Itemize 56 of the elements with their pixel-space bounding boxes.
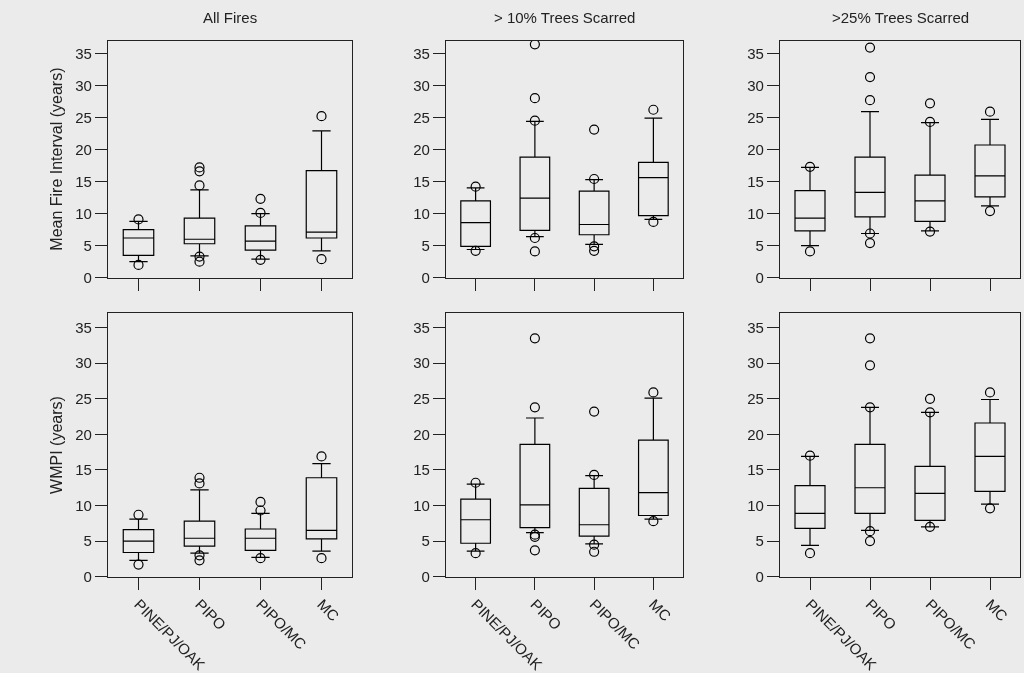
y-tick-label: 15 <box>75 172 92 190</box>
chart-title: >25% Trees Scarred <box>832 9 970 26</box>
y-tick-label: 30 <box>747 76 764 94</box>
y-tick-label: 0 <box>755 268 764 286</box>
y-tick-label: 30 <box>413 354 430 372</box>
y-tick-label: 20 <box>747 140 764 158</box>
x-tick-label: MC <box>645 595 675 625</box>
y-tick-label: 0 <box>421 567 430 585</box>
y-tick-label: 25 <box>75 108 92 126</box>
y-tick-label: 5 <box>83 236 92 254</box>
y-tick-label: 25 <box>747 390 764 408</box>
y-tick-label: 15 <box>747 172 764 190</box>
y-tick-label: 35 <box>75 44 92 62</box>
y-tick-label: 5 <box>83 532 92 550</box>
y-tick-label: 25 <box>413 108 430 126</box>
y-tick-label: 5 <box>421 236 430 254</box>
y-tick-label: 10 <box>413 496 430 514</box>
y-axis-title: WMPI (years) <box>48 396 66 494</box>
y-tick-label: 15 <box>75 461 92 479</box>
y-tick-label: 20 <box>747 425 764 443</box>
y-tick-label: 20 <box>413 425 430 443</box>
y-tick-label: 10 <box>747 496 764 514</box>
y-tick-label: 5 <box>755 236 764 254</box>
y-tick-label: 10 <box>75 496 92 514</box>
y-tick-label: 30 <box>75 76 92 94</box>
y-tick-label: 35 <box>747 318 764 336</box>
y-tick-label: 10 <box>413 204 430 222</box>
chart-title: All Fires <box>203 9 258 26</box>
y-tick-label: 15 <box>413 172 430 190</box>
x-tick-label: MC <box>314 595 343 625</box>
y-tick-label: 5 <box>421 532 430 550</box>
y-tick-label: 25 <box>747 108 764 126</box>
y-tick-label: 20 <box>75 425 92 443</box>
x-tick-label: MC <box>982 595 1012 625</box>
y-tick-label: 0 <box>421 268 430 286</box>
y-tick-label: 15 <box>747 461 764 479</box>
y-tick-label: 25 <box>75 390 92 408</box>
y-tick-label: 35 <box>75 318 92 336</box>
y-tick-label: 35 <box>413 318 430 336</box>
y-tick-label: 0 <box>83 268 92 286</box>
y-tick-label: 5 <box>755 532 764 550</box>
y-tick-label: 20 <box>413 140 430 158</box>
y-tick-label: 0 <box>755 567 764 585</box>
y-tick-label: 10 <box>75 204 92 222</box>
y-axis-title: Mean Fire Interval (years) <box>48 67 66 251</box>
y-tick-label: 15 <box>413 461 430 479</box>
chart-title: > 10% Trees Scarred <box>494 9 636 26</box>
y-tick-label: 35 <box>747 44 764 62</box>
y-tick-label: 25 <box>413 390 430 408</box>
y-tick-label: 10 <box>747 204 764 222</box>
y-tick-label: 30 <box>75 354 92 372</box>
y-tick-label: 0 <box>83 567 92 585</box>
y-tick-label: 30 <box>747 354 764 372</box>
y-tick-label: 35 <box>413 44 430 62</box>
y-tick-label: 30 <box>413 76 430 94</box>
y-tick-label: 20 <box>75 140 92 158</box>
